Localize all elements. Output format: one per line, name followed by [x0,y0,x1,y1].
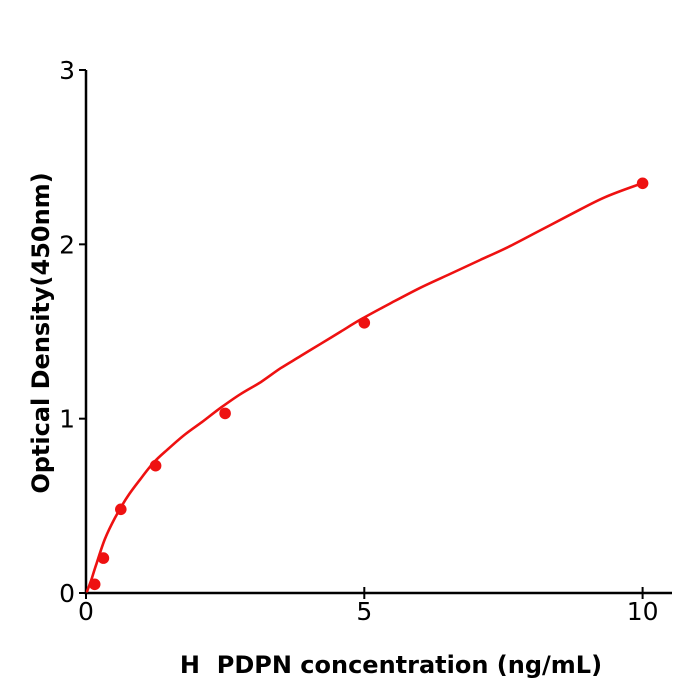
data-point [219,407,231,420]
x-tick-label: 10 [627,597,659,626]
data-point [88,578,101,591]
fit-curve [85,182,644,593]
axes [84,70,672,595]
y-axis-title: Optical Density(450nm) [27,172,55,494]
data-point [115,503,127,516]
data-point [149,459,162,472]
axis-tick-labels: 0 5 10 0 1 2 3 [59,56,658,626]
y-tick-label: 2 [59,230,75,259]
y-tick-label: 3 [59,56,75,85]
x-tick-label: 0 [78,597,94,626]
axis-ticks [79,69,644,599]
fitted-curve-layer [85,182,644,593]
data-point [97,552,110,564]
data-point [636,177,649,190]
x-axis-title: H PDPN concentration (ng/mL) [179,651,603,679]
data-point [358,317,371,329]
x-tick-label: 5 [356,597,372,626]
y-tick-label: 1 [59,405,75,434]
data-points-layer [88,177,649,591]
y-tick-label: 0 [59,579,75,608]
